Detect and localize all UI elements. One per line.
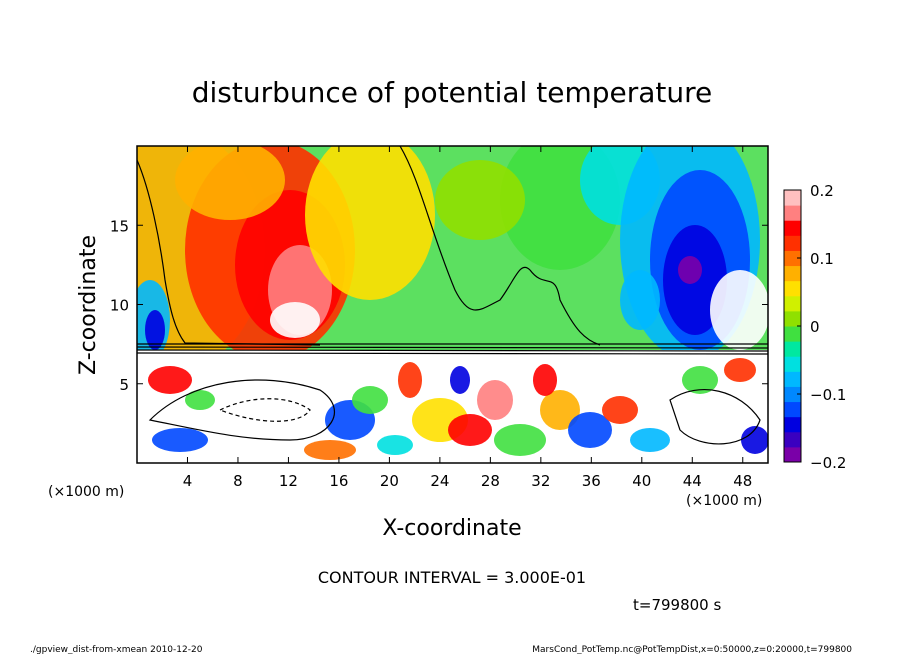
colorbar-swatch bbox=[784, 295, 801, 312]
y-axis-label: Z-coordinate bbox=[76, 235, 101, 375]
upper-anomaly bbox=[435, 160, 525, 240]
contour-band bbox=[137, 343, 768, 355]
colorbar-swatch bbox=[784, 326, 801, 342]
x-tick-label: 24 bbox=[430, 472, 449, 490]
upper-anomaly bbox=[620, 270, 660, 330]
colorbar-swatch bbox=[784, 220, 801, 236]
colorbar-swatch bbox=[784, 310, 801, 327]
time-text: t=799800 s bbox=[633, 596, 721, 614]
colorbar-tick-label: −0.2 bbox=[810, 454, 846, 472]
colorbar-swatch bbox=[784, 431, 801, 448]
footer-left: ./gpview_dist-from-xmean 2010-12-20 bbox=[30, 645, 203, 654]
colorbar-swatch bbox=[784, 356, 801, 372]
lower-anomaly bbox=[494, 424, 546, 456]
colorbar-ticks: −0.2 −0.1 0 0.1 0.2 bbox=[797, 182, 846, 472]
lower-anomaly bbox=[477, 380, 513, 420]
x-tick-label: 40 bbox=[632, 472, 651, 490]
colorbar-swatch bbox=[784, 401, 801, 418]
colorbar-swatch bbox=[784, 386, 801, 403]
footer-right: MarsCond_PotTemp.nc@PotTempDist,x=0:5000… bbox=[532, 645, 852, 654]
colorbar bbox=[784, 190, 801, 463]
x-unit-right: (×1000 m) bbox=[686, 493, 762, 509]
lower-contour-2 bbox=[218, 398, 311, 422]
colorbar-swatch bbox=[784, 446, 801, 463]
lower-contour-3 bbox=[669, 389, 761, 445]
colorbar-swatch bbox=[784, 250, 801, 267]
x-tick-label: 20 bbox=[380, 472, 399, 490]
x-tick-label: 28 bbox=[481, 472, 500, 490]
lower-anomaly bbox=[398, 362, 422, 398]
x-tick-label: 48 bbox=[733, 472, 752, 490]
upper-anomaly bbox=[175, 146, 285, 220]
x-axis: 4 8 12 16 20 24 28 32 36 40 44 48 bbox=[183, 146, 752, 490]
upper-field-anomalies bbox=[137, 146, 768, 370]
lower-contour-1 bbox=[148, 379, 335, 441]
lower-anomaly bbox=[540, 390, 580, 430]
lower-anomaly bbox=[568, 412, 612, 448]
lower-anomaly bbox=[682, 366, 718, 394]
zero-contour-middle bbox=[399, 146, 601, 346]
chart-title: disturbunce of potential temperature bbox=[192, 76, 713, 109]
x-tick-label: 16 bbox=[329, 472, 348, 490]
lower-anomaly bbox=[148, 366, 192, 394]
x-tick-label: 12 bbox=[279, 472, 298, 490]
upper-anomaly bbox=[305, 146, 435, 300]
colorbar-swatch bbox=[784, 205, 801, 221]
x-tick-label: 44 bbox=[683, 472, 702, 490]
y-tick-label: 10 bbox=[110, 297, 129, 315]
lower-anomaly bbox=[741, 426, 768, 454]
colorbar-swatch bbox=[784, 280, 801, 297]
plot-area bbox=[137, 146, 768, 463]
colorbar-swatch bbox=[784, 371, 801, 387]
zero-contour-left bbox=[137, 159, 321, 346]
upper-anomaly bbox=[270, 302, 320, 338]
lower-anomaly bbox=[533, 364, 557, 396]
upper-anomaly bbox=[145, 310, 165, 350]
contour-lines bbox=[137, 146, 768, 445]
colorbar-swatch bbox=[784, 416, 801, 433]
colorbar-tick-label: −0.1 bbox=[810, 386, 846, 404]
colorbar-swatch bbox=[784, 341, 801, 357]
x-tick-label: 32 bbox=[531, 472, 550, 490]
x-tick-label: 36 bbox=[582, 472, 601, 490]
colorbar-swatch bbox=[784, 190, 801, 206]
colorbar-tick-label: 0 bbox=[810, 318, 820, 336]
lower-anomaly bbox=[185, 390, 215, 410]
x-tick-label: 4 bbox=[183, 472, 193, 490]
lower-anomaly bbox=[602, 396, 638, 424]
x-axis-label: X-coordinate bbox=[382, 516, 521, 541]
lower-anomaly bbox=[377, 435, 413, 455]
y-axis: 5 10 15 bbox=[110, 217, 768, 394]
lower-field-anomalies bbox=[148, 358, 768, 460]
contour-interval-text: CONTOUR INTERVAL = 3.000E-01 bbox=[318, 568, 586, 587]
y-tick-label: 5 bbox=[119, 376, 129, 394]
lower-anomaly bbox=[630, 428, 670, 452]
colorbar-swatch bbox=[784, 265, 801, 282]
colorbar-tick-label: 0.2 bbox=[810, 182, 834, 200]
upper-anomaly bbox=[710, 270, 768, 350]
lower-anomaly bbox=[152, 428, 208, 452]
x-unit-left: (×1000 m) bbox=[48, 484, 124, 500]
x-tick-label: 8 bbox=[233, 472, 243, 490]
lower-anomaly bbox=[304, 440, 356, 460]
y-tick-label: 15 bbox=[110, 217, 129, 235]
upper-anomaly bbox=[678, 256, 702, 284]
lower-anomaly bbox=[724, 358, 756, 382]
colorbar-tick-label: 0.1 bbox=[810, 250, 834, 268]
lower-anomaly bbox=[352, 386, 388, 414]
lower-anomaly bbox=[448, 414, 492, 446]
lower-anomaly bbox=[450, 366, 470, 394]
colorbar-swatch bbox=[784, 235, 801, 251]
